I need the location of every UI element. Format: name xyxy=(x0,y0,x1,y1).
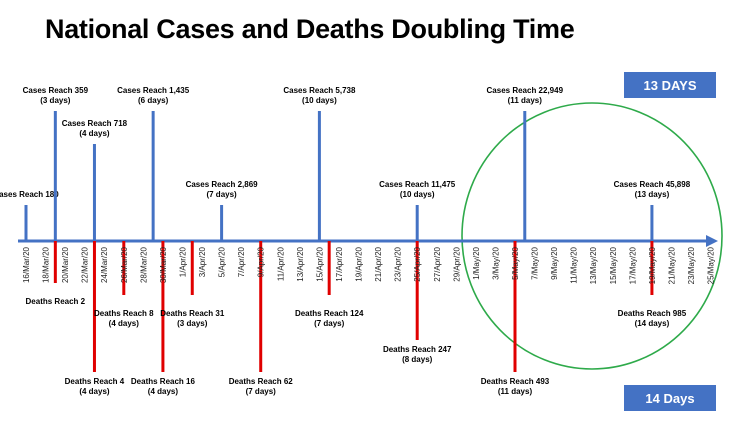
date-tick-label: 1/May/20 xyxy=(472,246,481,279)
date-tick-label: 9/Apr/20 xyxy=(257,246,266,277)
date-tick-label: 3/Apr/20 xyxy=(198,246,207,277)
date-tick-label: 25/May/20 xyxy=(707,246,716,284)
page-title: National Cases and Deaths Doubling Time xyxy=(45,14,575,44)
case-label: Cases Reach 45,898 xyxy=(614,180,691,189)
case-days-label: (6 days) xyxy=(138,96,169,105)
date-tick-label: 17/Apr/20 xyxy=(335,246,344,281)
date-tick-labels: 16/Mar/20 18/Mar/20 20/Mar/20 22/Mar/20 24/M… xyxy=(22,246,716,284)
death-label: Deaths Reach 8 xyxy=(94,309,154,318)
date-tick-label: 13/May/20 xyxy=(589,246,598,284)
date-tick-label: 21/Apr/20 xyxy=(374,246,383,281)
death-label: Deaths Reach 16 xyxy=(131,377,196,386)
date-tick-label: 5/Apr/20 xyxy=(218,246,227,277)
date-tick-label: 23/Apr/20 xyxy=(394,246,403,281)
date-tick-label: 26/Mar/20 xyxy=(120,246,129,283)
death-days-label: (7 days) xyxy=(314,319,345,328)
case-days-label: (13 days) xyxy=(635,190,670,199)
case-label: Cases Reach 359 xyxy=(23,86,89,95)
date-tick-label: 7/Apr/20 xyxy=(237,246,246,277)
case-label: Cases Reach 11,475 xyxy=(379,180,456,189)
death-label: Deaths Reach 247 xyxy=(383,345,452,354)
death-days-label: (7 days) xyxy=(246,387,277,396)
case-days-label: (11 days) xyxy=(508,96,543,105)
death-label: Deaths Reach 985 xyxy=(618,309,687,318)
case-label: Cases Reach 718 xyxy=(62,119,128,128)
date-tick-label: 19/May/20 xyxy=(648,246,657,284)
death-days-label: (14 days) xyxy=(635,319,670,328)
date-tick-label: 27/Apr/20 xyxy=(433,246,442,281)
case-label: Cases Reach 180 xyxy=(0,190,59,199)
date-tick-label: 19/Apr/20 xyxy=(355,246,364,281)
date-tick-label: 11/May/20 xyxy=(570,246,579,283)
date-tick-label: 16/Mar/20 xyxy=(22,246,31,283)
date-tick-label: 18/Mar/20 xyxy=(42,246,51,283)
case-days-label: (10 days) xyxy=(400,190,435,199)
deaths-doubling-badge: 14 Days xyxy=(624,385,716,411)
case-label: Cases Reach 1,435 xyxy=(117,86,190,95)
death-label: Deaths Reach 493 xyxy=(481,377,550,386)
date-tick-label: 29/Apr/20 xyxy=(452,246,461,281)
date-tick-label: 1/Apr/20 xyxy=(178,246,187,277)
date-tick-label: 9/May/20 xyxy=(550,246,559,279)
case-days-label: (10 days) xyxy=(302,96,337,105)
date-tick-label: 24/Mar/20 xyxy=(100,246,109,283)
date-tick-label: 30/Mar/20 xyxy=(159,246,168,283)
death-days-label: (3 days) xyxy=(177,319,208,328)
death-label: Deaths Reach 124 xyxy=(295,309,364,318)
highlight-circle xyxy=(461,102,723,370)
date-tick-label: 22/Mar/20 xyxy=(81,246,90,283)
timeline-arrowhead xyxy=(706,235,718,247)
case-label: Cases Reach 22,949 xyxy=(487,86,564,95)
date-tick-label: 15/May/20 xyxy=(609,246,618,284)
death-label: Deaths Reach 4 xyxy=(65,377,125,386)
death-days-label: (4 days) xyxy=(148,387,179,396)
date-tick-label: 28/Mar/20 xyxy=(139,246,148,283)
death-label: Deaths Reach 2 xyxy=(26,297,86,306)
case-label: Cases Reach 5,738 xyxy=(283,86,356,95)
death-days-label: (11 days) xyxy=(498,387,533,396)
date-tick-label: 25/Apr/20 xyxy=(413,246,422,281)
cases-doubling-badge: 13 DAYS xyxy=(624,72,716,98)
case-days-label: (4 days) xyxy=(79,129,110,138)
death-days-label: (8 days) xyxy=(402,355,433,364)
date-tick-label: 7/May/20 xyxy=(531,246,540,279)
case-label: Cases Reach 2,869 xyxy=(186,180,259,189)
case-days-label: (7 days) xyxy=(206,190,237,199)
date-tick-label: 17/May/20 xyxy=(628,246,637,284)
date-tick-label: 15/Apr/20 xyxy=(315,246,324,281)
death-days-label: (4 days) xyxy=(79,387,110,396)
death-label: Deaths Reach 62 xyxy=(229,377,294,386)
date-tick-label: 20/Mar/20 xyxy=(61,246,70,283)
date-tick-label: 11/Apr/20 xyxy=(276,246,285,281)
date-tick-label: 23/May/20 xyxy=(687,246,696,284)
case-days-label: (3 days) xyxy=(40,96,71,105)
date-tick-label: 3/May/20 xyxy=(491,246,500,279)
death-days-label: (4 days) xyxy=(109,319,140,328)
death-label: Deaths Reach 31 xyxy=(160,309,225,318)
date-tick-label: 13/Apr/20 xyxy=(296,246,305,281)
date-tick-label: 21/May/20 xyxy=(667,246,676,284)
date-tick-label: 5/May/20 xyxy=(511,246,520,279)
